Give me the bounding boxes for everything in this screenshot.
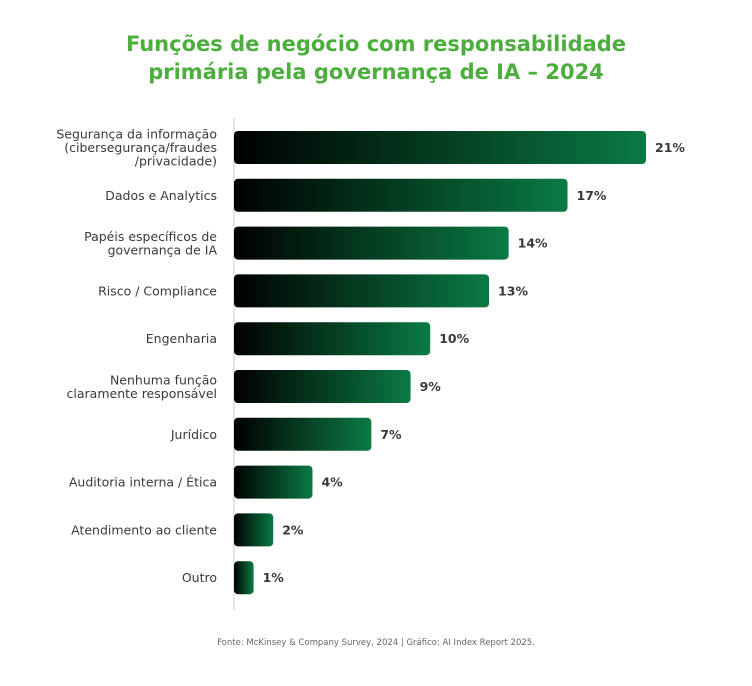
category-label-6: Nenhuma função claramente responsável xyxy=(67,372,217,401)
category-label-3: Papéis específicos de governança de IA xyxy=(84,229,217,258)
value-label-9: 2% xyxy=(282,522,304,537)
bar-8 xyxy=(234,465,313,499)
value-label-8: 4% xyxy=(321,475,343,490)
category-label-8: Auditoria interna / Ética xyxy=(69,475,217,490)
bar-10 xyxy=(234,561,254,595)
value-label-3: 14% xyxy=(518,236,548,251)
value-label-10: 1% xyxy=(263,570,285,585)
category-label-9: Atendimento ao cliente xyxy=(71,522,217,537)
value-label-5: 10% xyxy=(439,331,469,346)
value-label-6: 9% xyxy=(420,379,442,394)
value-label-4: 13% xyxy=(498,283,528,298)
bar-4 xyxy=(234,274,490,308)
category-label-5: Engenharia xyxy=(146,331,217,346)
source-note: Fonte: McKinsey & Company Survey, 2024 |… xyxy=(217,638,535,648)
category-label-7: Jurídico xyxy=(170,427,217,442)
chart-title-line-1: Funções de negócio com responsabilidade xyxy=(125,32,627,56)
bar-9 xyxy=(234,513,274,547)
chart-title-line-2: primária pela governança de IA – 2024 xyxy=(148,60,604,84)
bar-6 xyxy=(234,370,411,403)
bar-2 xyxy=(234,178,568,212)
bar-3 xyxy=(234,226,509,260)
value-label-7: 7% xyxy=(380,427,402,442)
value-label-2: 17% xyxy=(577,188,607,203)
category-label-4: Risco / Compliance xyxy=(98,283,217,298)
bar-5 xyxy=(234,322,431,356)
category-label-2: Dados e Analytics xyxy=(105,188,217,203)
category-label-10: Outro xyxy=(182,570,217,585)
bar-7 xyxy=(234,417,372,451)
bar-1 xyxy=(234,131,646,164)
chart-title: Funções de negócio com responsabilidade … xyxy=(0,30,752,86)
value-label-1: 21% xyxy=(655,140,685,155)
category-label-1: Segurança da informação (cibersegurança/f… xyxy=(56,127,217,169)
